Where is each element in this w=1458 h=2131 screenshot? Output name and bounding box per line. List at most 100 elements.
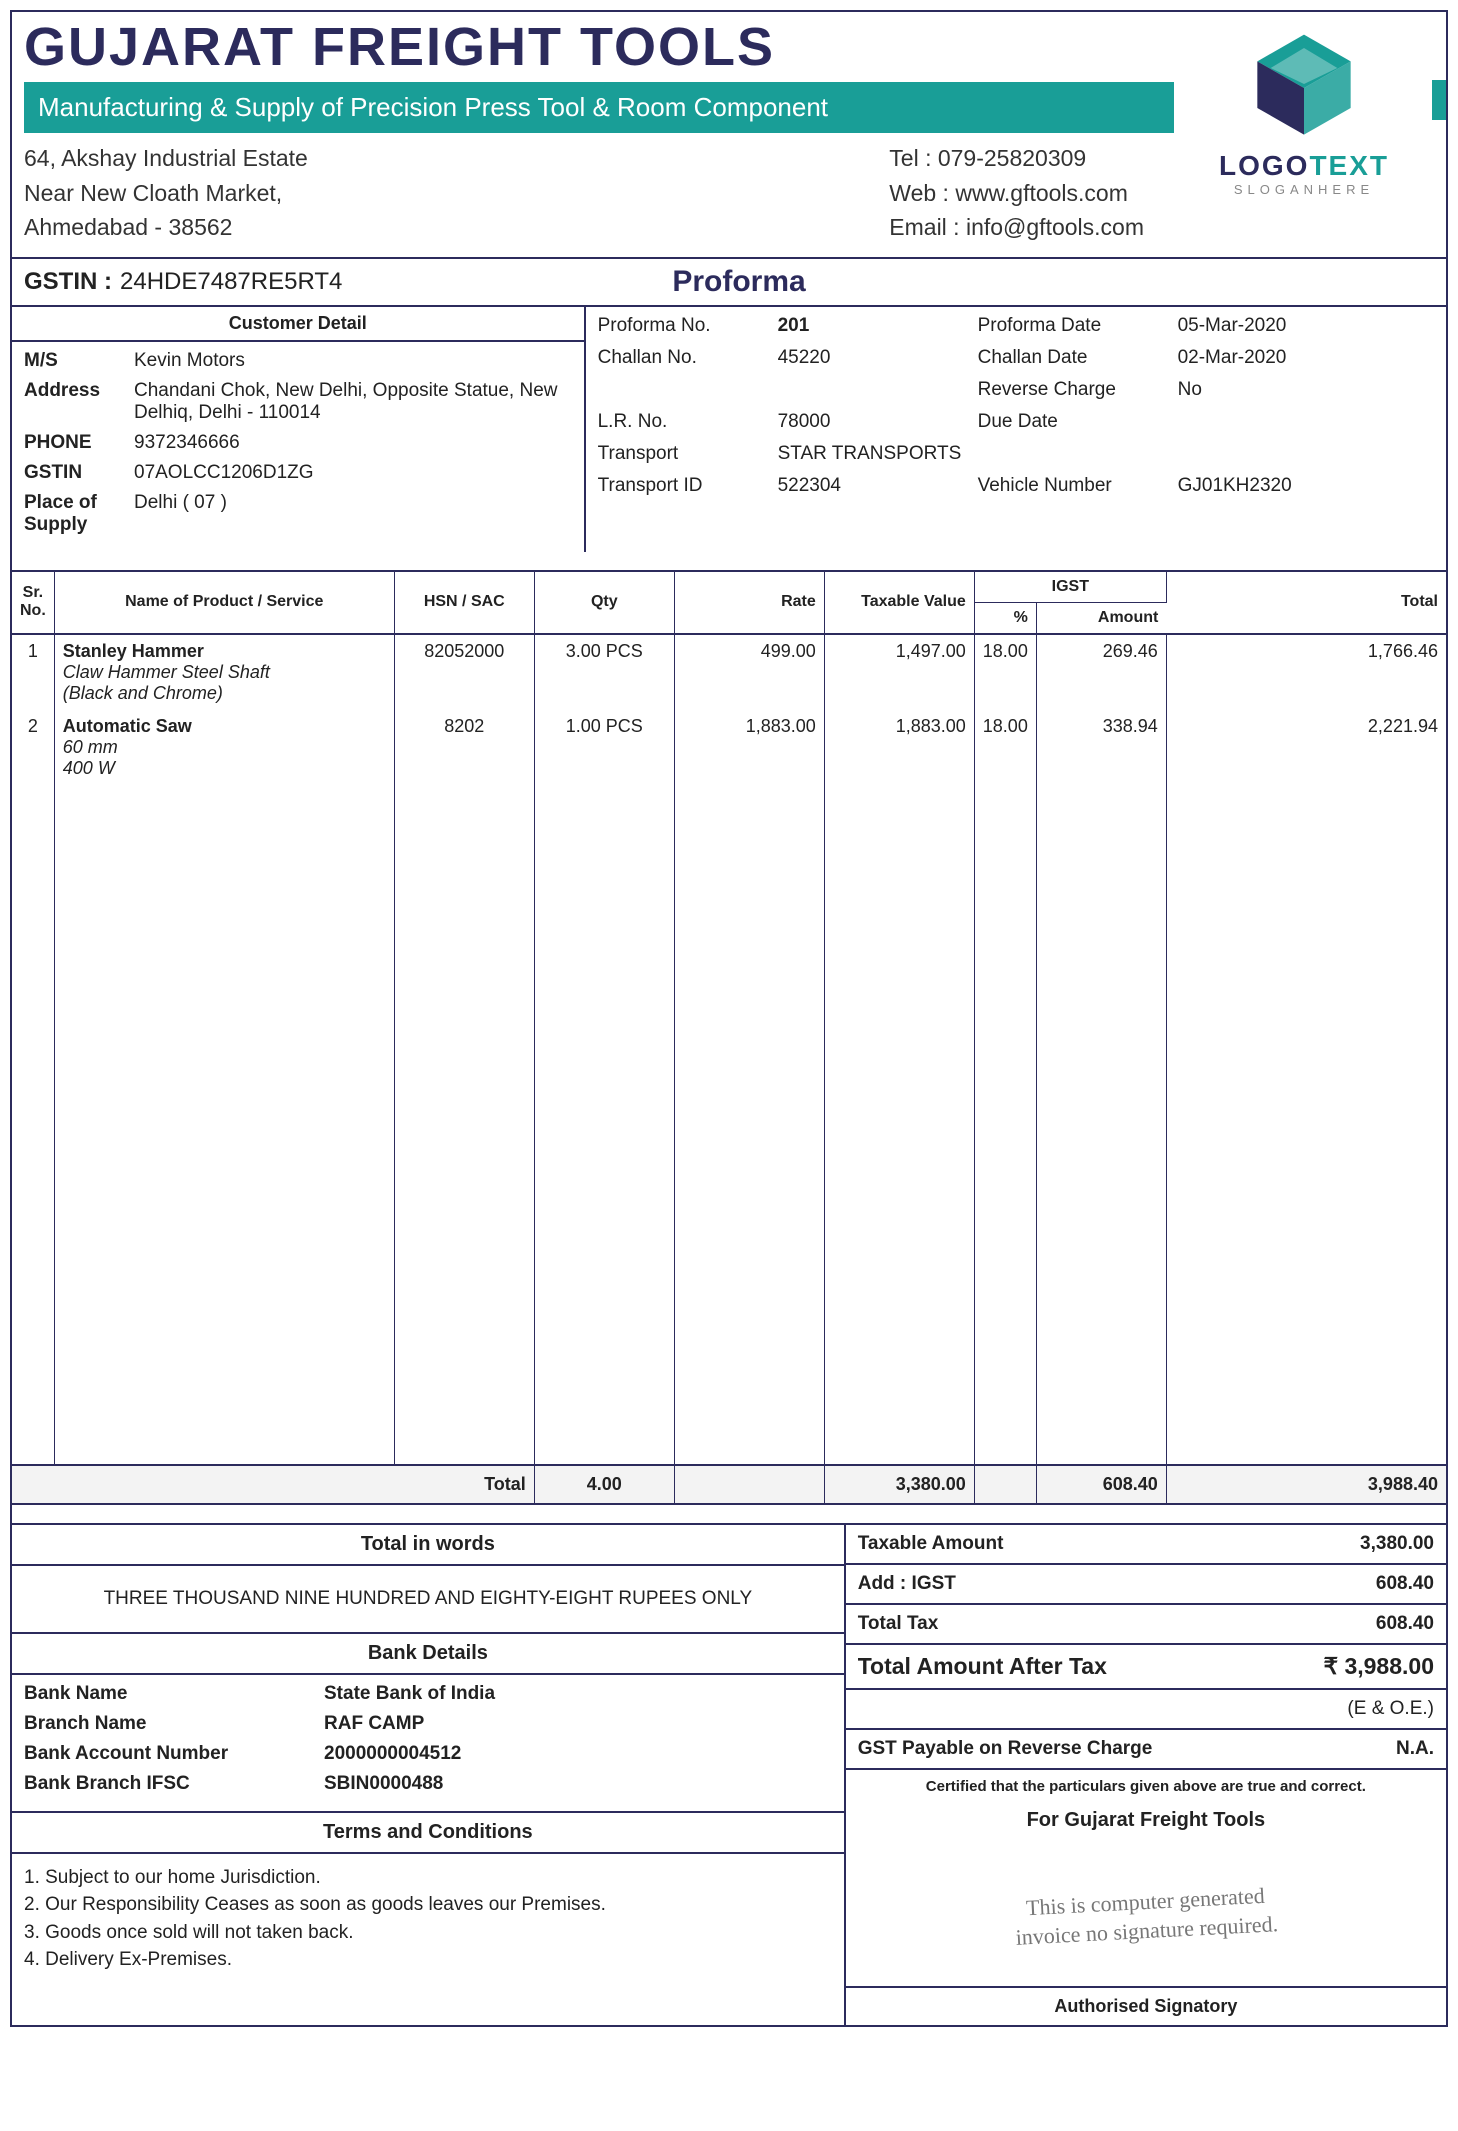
cell-pct: 18.00 xyxy=(974,634,1036,710)
company-name: GUJARAT FREIGHT TOOLS xyxy=(24,20,1174,74)
acct: 2000000004512 xyxy=(324,1743,461,1765)
customer-column: Customer Detail M/SKevin Motors AddressC… xyxy=(12,307,586,552)
cell-taxable: 1,883.00 xyxy=(824,710,974,785)
cust-gstin-value: 07AOLCC1206D1ZG xyxy=(134,462,572,484)
auth-signatory: Authorised Signatory xyxy=(846,1988,1446,2025)
logo-block: LOGOTEXT SLOGANHERE xyxy=(1174,20,1434,257)
lr-label: L.R. No. xyxy=(598,411,778,433)
term-line: 2. Our Responsibility Ceases as soon as … xyxy=(24,1891,832,1919)
for-line: For Gujarat Freight Tools xyxy=(846,1803,1446,1838)
address-line: Ahmedabad - 38562 xyxy=(24,210,829,245)
cell-name: Automatic Saw60 mm400 W xyxy=(54,710,394,785)
cell-qty: 1.00 PCS xyxy=(534,710,674,785)
terms-body: 1. Subject to our home Jurisdiction. 2. … xyxy=(12,1854,844,1984)
cell-sr: 1 xyxy=(12,634,54,710)
challan-no: 45220 xyxy=(778,347,978,369)
web: Web : www.gftools.com xyxy=(889,176,1144,211)
invoice-page: GUJARAT FREIGHT TOOLS Manufacturing & Su… xyxy=(10,10,1448,2027)
reverse-value: No xyxy=(1178,379,1434,401)
cust-gstin-label: GSTIN xyxy=(24,462,134,484)
meta-grid: Proforma No. 201 Proforma Date 05-Mar-20… xyxy=(598,315,1434,497)
cell-sr: 2 xyxy=(12,710,54,785)
ms-value: Kevin Motors xyxy=(134,350,572,372)
table-row: 2Automatic Saw60 mm400 W82021.00 PCS1,88… xyxy=(12,710,1446,785)
th-taxable: Taxable Value xyxy=(824,571,974,634)
cell-amt: 338.94 xyxy=(1036,710,1166,785)
bottom-block: Total in words THREE THOUSAND NINE HUNDR… xyxy=(12,1523,1446,2025)
table-row: 1Stanley HammerClaw Hammer Steel Shaft(B… xyxy=(12,634,1446,710)
lr-value: 78000 xyxy=(778,411,978,433)
pos-label: Place of Supply xyxy=(24,492,134,536)
customer-heading: Customer Detail xyxy=(12,307,584,342)
proforma-date-label: Proforma Date xyxy=(978,315,1178,337)
cell-rate: 1,883.00 xyxy=(674,710,824,785)
address-line: Near New Cloath Market, xyxy=(24,176,829,211)
bottom-left: Total in words THREE THOUSAND NINE HUNDR… xyxy=(12,1525,844,2025)
sum-eoe: (E & O.E.) xyxy=(846,1690,1446,1730)
tid-label: Transport ID xyxy=(598,475,778,497)
address-label: Address xyxy=(24,380,134,424)
term-line: 4. Delivery Ex-Premises. xyxy=(24,1946,832,1974)
foot-total: 3,988.40 xyxy=(1166,1465,1446,1504)
company-tagline: Manufacturing & Supply of Precision Pres… xyxy=(24,82,1174,133)
th-amt: Amount xyxy=(1036,602,1166,634)
cell-rate: 499.00 xyxy=(674,634,824,710)
terms-heading: Terms and Conditions xyxy=(12,1813,844,1854)
bank-name-label: Bank Name xyxy=(24,1683,324,1705)
ifsc-label: Bank Branch IFSC xyxy=(24,1773,324,1795)
bank-name: State Bank of India xyxy=(324,1683,495,1705)
branch-label: Branch Name xyxy=(24,1713,324,1735)
th-total: Total xyxy=(1166,571,1446,634)
gstin-row: GSTIN : 24HDE7487RE5RT4 Proforma xyxy=(12,257,1446,305)
th-hsn: HSN / SAC xyxy=(394,571,534,634)
proforma-no-label: Proforma No. xyxy=(598,315,778,337)
challan-date-label: Challan Date xyxy=(978,347,1178,369)
header-left: GUJARAT FREIGHT TOOLS Manufacturing & Su… xyxy=(24,20,1174,257)
gstin-label: GSTIN : xyxy=(24,268,112,296)
tid-value: 522304 xyxy=(778,475,978,497)
th-qty: Qty xyxy=(534,571,674,634)
header: GUJARAT FREIGHT TOOLS Manufacturing & Su… xyxy=(12,12,1446,257)
cell-total: 1,766.46 xyxy=(1166,634,1446,710)
transport-label: Transport xyxy=(598,443,778,465)
words-heading: Total in words xyxy=(12,1525,844,1566)
th-rate: Rate xyxy=(674,571,824,634)
foot-label: Total xyxy=(12,1465,534,1504)
sum-grand: Total Amount After Tax ₹ 3,988.00 xyxy=(846,1645,1446,1690)
pos-value: Delhi ( 07 ) xyxy=(134,492,572,536)
address-line: 64, Akshay Industrial Estate xyxy=(24,141,829,176)
sum-totaltax: Total Tax 608.40 xyxy=(846,1605,1446,1645)
document-title: Proforma xyxy=(672,265,805,299)
info-block: Customer Detail M/SKevin Motors AddressC… xyxy=(12,305,1446,552)
th-igst: IGST xyxy=(974,571,1166,603)
cell-qty: 3.00 PCS xyxy=(534,634,674,710)
branch: RAF CAMP xyxy=(324,1713,424,1735)
bottom-right: Taxable Amount 3,380.00 Add : IGST 608.4… xyxy=(844,1525,1446,2025)
bank-body: Bank NameState Bank of India Branch Name… xyxy=(12,1675,844,1813)
logo-slogan: SLOGANHERE xyxy=(1174,182,1434,197)
logo-icon xyxy=(1229,28,1379,148)
due-label: Due Date xyxy=(978,411,1178,433)
items-head: Sr. No. Name of Product / Service HSN / … xyxy=(12,571,1446,634)
tel: Tel : 079-25820309 xyxy=(889,141,1144,176)
phone-value: 9372346666 xyxy=(134,432,572,454)
challan-date: 02-Mar-2020 xyxy=(1178,347,1434,369)
accent-bar xyxy=(1432,80,1446,120)
stamp-text: This is computer generated invoice no si… xyxy=(845,1872,1447,1961)
items-table: Sr. No. Name of Product / Service HSN / … xyxy=(12,570,1446,1505)
term-line: 1. Subject to our home Jurisdiction. xyxy=(24,1864,832,1892)
logo-text: LOGOTEXT xyxy=(1174,150,1434,182)
term-line: 3. Goods once sold will not taken back. xyxy=(24,1919,832,1947)
transport-value: STAR TRANSPORTS xyxy=(778,443,1434,465)
sum-reverse: GST Payable on Reverse Charge N.A. xyxy=(846,1730,1446,1770)
acct-label: Bank Account Number xyxy=(24,1743,324,1765)
customer-body: M/SKevin Motors AddressChandani Chok, Ne… xyxy=(12,342,584,552)
meta-column: Proforma No. 201 Proforma Date 05-Mar-20… xyxy=(586,307,1446,552)
spacer-row xyxy=(12,785,1446,1465)
sum-igst: Add : IGST 608.40 xyxy=(846,1565,1446,1605)
contact-row: 64, Akshay Industrial Estate Near New Cl… xyxy=(24,133,1174,257)
company-address: 64, Akshay Industrial Estate Near New Cl… xyxy=(24,141,829,245)
proforma-no: 201 xyxy=(778,315,978,337)
challan-no-label: Challan No. xyxy=(598,347,778,369)
ms-label: M/S xyxy=(24,350,134,372)
